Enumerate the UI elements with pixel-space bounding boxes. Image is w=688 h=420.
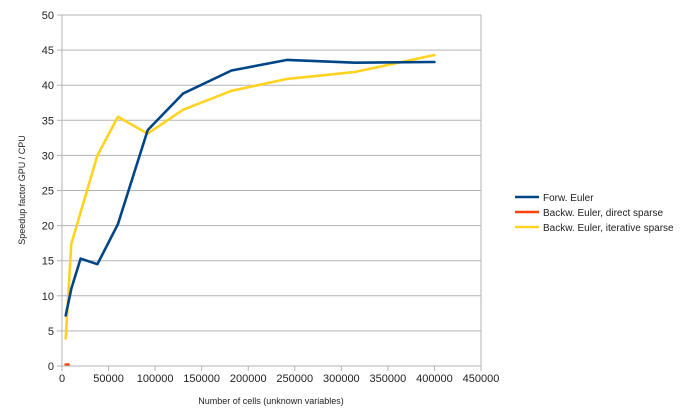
- x-tick-label: 400000: [416, 373, 453, 385]
- axes: [57, 14, 482, 371]
- series-line-0: [64, 58, 436, 317]
- x-tick-label: 50000: [93, 373, 124, 385]
- x-tick-label: 350000: [370, 373, 407, 385]
- y-tick-label: 25: [42, 186, 54, 198]
- x-tick-label: 250000: [276, 373, 313, 385]
- legend-label-2: Backw. Euler, iterative sparse: [543, 223, 674, 234]
- x-tick-label: 0: [59, 373, 65, 385]
- y-tick-label: 35: [42, 115, 54, 127]
- y-tick-label: 5: [48, 326, 54, 338]
- y-tick-label: 20: [42, 221, 54, 233]
- legend: Forw. Euler Backw. Euler, direct sparse Ba…: [515, 193, 674, 234]
- y-tick-label: 10: [42, 291, 54, 303]
- x-tick-label: 200000: [230, 373, 267, 385]
- legend-label-0: Forw. Euler: [543, 193, 594, 204]
- y-tick-label: 50: [42, 10, 54, 22]
- x-tick-label: 300000: [323, 373, 360, 385]
- y-axis-title: Speedup factor GPU / CPU: [17, 135, 27, 245]
- y-tick-label: 30: [42, 150, 54, 162]
- gridlines: [62, 14, 481, 332]
- series-line-2: [64, 53, 436, 340]
- y-tick-label: 45: [42, 45, 54, 57]
- series-lines: [64, 53, 436, 366]
- y-tick-label: 0: [48, 361, 54, 373]
- legend-label-1: Backw. Euler, direct sparse: [543, 208, 663, 219]
- x-tick-label: 100000: [137, 373, 174, 385]
- x-tick-label: 150000: [183, 373, 220, 385]
- tick-labels: 0 5 10 15 20 25 30 35 40 45 50 0 50000 100000 150000 20…: [42, 10, 500, 385]
- x-axis-title: Number of cells (unknown variables): [198, 396, 344, 406]
- y-tick-label: 40: [42, 80, 54, 92]
- y-tick-label: 15: [42, 256, 54, 268]
- x-tick-label: 450000: [463, 373, 500, 385]
